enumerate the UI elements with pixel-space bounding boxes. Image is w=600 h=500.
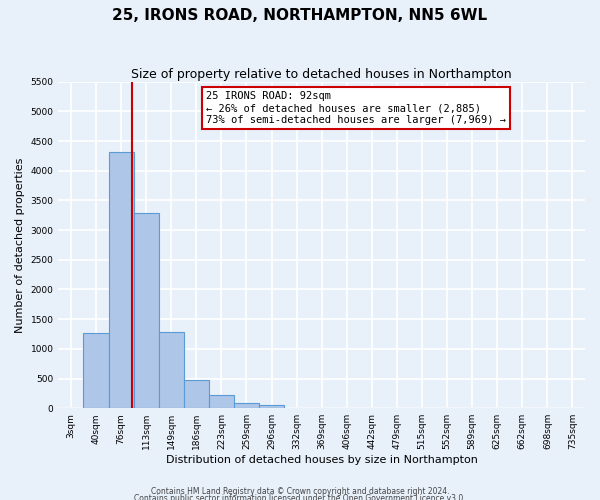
Bar (184, 380, 209, 408)
Bar (259, 405, 284, 408)
X-axis label: Distribution of detached houses by size in Northampton: Distribution of detached houses by size … (166, 455, 478, 465)
Text: 25 IRONS ROAD: 92sqm
← 26% of detached houses are smaller (2,885)
73% of semi-de: 25 IRONS ROAD: 92sqm ← 26% of detached h… (206, 92, 506, 124)
Bar (209, 394, 234, 408)
Bar (134, 214, 159, 408)
Bar (234, 403, 259, 408)
Y-axis label: Number of detached properties: Number of detached properties (15, 157, 25, 332)
Bar (159, 332, 184, 408)
Bar (83, 333, 109, 408)
Text: 25, IRONS ROAD, NORTHAMPTON, NN5 6WL: 25, IRONS ROAD, NORTHAMPTON, NN5 6WL (112, 8, 488, 22)
Bar (109, 152, 134, 408)
Text: Contains HM Land Registry data © Crown copyright and database right 2024.: Contains HM Land Registry data © Crown c… (151, 487, 449, 496)
Text: Contains public sector information licensed under the Open Government Licence v3: Contains public sector information licen… (134, 494, 466, 500)
Title: Size of property relative to detached houses in Northampton: Size of property relative to detached ho… (131, 68, 512, 80)
